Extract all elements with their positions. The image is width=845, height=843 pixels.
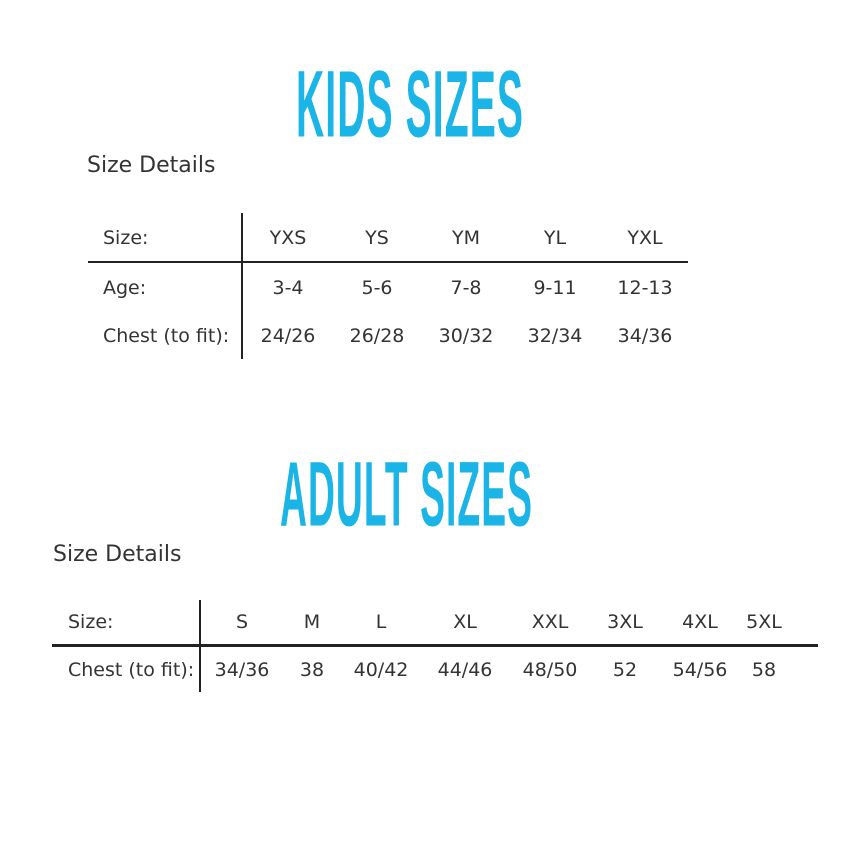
adult-chest-cell: 44/46: [437, 659, 493, 681]
adult-chest-cell: 52: [612, 659, 638, 681]
kids-row-label: Age:: [103, 277, 147, 299]
adult-chest-cell: 48/50: [522, 659, 578, 681]
adult-sizes-title: ADULT SIZES: [280, 443, 533, 546]
adult-row-label: Chest (to fit):: [68, 659, 195, 681]
kids-chest-cell: 30/32: [438, 325, 494, 347]
adult-sizes-cell: M: [303, 611, 321, 633]
kids-ages-cell: 5-6: [361, 277, 393, 299]
kids-ages-cell: 7-8: [450, 277, 482, 299]
kids-ages-cell: 3-4: [272, 277, 304, 299]
kids-chest-cell: 26/28: [349, 325, 405, 347]
adult-chest-cell: 38: [299, 659, 325, 681]
adult-chest-cell: 40/42: [353, 659, 409, 681]
kids-ages-cell: 12-13: [617, 277, 673, 299]
kids-chest-cell: 34/36: [617, 325, 673, 347]
adult-size-details-heading: Size Details: [53, 542, 182, 567]
adult-sizes-cell: 3XL: [607, 611, 643, 633]
adult-sizes-cell: XL: [453, 611, 477, 633]
kids-chest-cell: 32/34: [527, 325, 583, 347]
kids-table-divider-vertical: [241, 213, 243, 359]
adult-sizes-cell: 5XL: [746, 611, 782, 633]
kids-size-details-heading: Size Details: [87, 153, 216, 178]
adult-sizes-cell: S: [235, 611, 249, 633]
kids-sizes-cell: YXL: [627, 227, 663, 249]
kids-sizes-cell: YS: [365, 227, 389, 249]
kids-ages-cell: 9-11: [533, 277, 577, 299]
kids-sizes-cell: YXS: [269, 227, 307, 249]
adult-chest-cell: 34/36: [214, 659, 270, 681]
kids-row-label: Chest (to fit):: [103, 325, 230, 347]
adult-row-label: Size:: [68, 611, 114, 633]
adult-sizes-cell: 4XL: [682, 611, 718, 633]
kids-sizes-cell: YM: [452, 227, 480, 249]
adult-chest-cell: 54/56: [672, 659, 728, 681]
kids-sizes-cell: YL: [543, 227, 567, 249]
kids-row-label: Size:: [103, 227, 149, 249]
adult-chest-cell: 58: [751, 659, 777, 681]
kids-table-divider-horizontal: [88, 261, 688, 263]
adult-sizes-cell: L: [375, 611, 387, 633]
adult-sizes-cell: XXL: [531, 611, 569, 633]
adult-table-divider-horizontal: [52, 644, 818, 647]
kids-sizes-title: KIDS SIZES: [296, 52, 524, 158]
kids-chest-cell: 24/26: [260, 325, 316, 347]
